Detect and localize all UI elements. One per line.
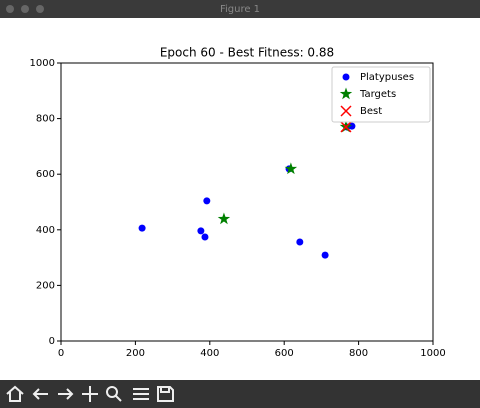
- point: [284, 162, 298, 175]
- point: [138, 224, 146, 232]
- configure-button[interactable]: [133, 388, 149, 400]
- y-tick-label: 600: [36, 169, 55, 180]
- x-tick-label: 800: [349, 348, 368, 359]
- x-tick-label: 200: [126, 348, 145, 359]
- y-tick-label: 200: [36, 280, 55, 291]
- zoom-button[interactable]: [106, 386, 122, 402]
- point: [340, 121, 352, 133]
- legend-label: Best: [360, 106, 382, 117]
- toolbar: [0, 380, 480, 408]
- point: [296, 238, 304, 246]
- y-tick-label: 400: [36, 225, 55, 236]
- close-button[interactable]: [6, 5, 14, 13]
- toolbar-icons: [6, 385, 174, 402]
- legend-label: Targets: [359, 89, 396, 100]
- title-bar: [0, 0, 480, 18]
- y-tick-label: 800: [36, 114, 55, 125]
- forward-button[interactable]: [58, 388, 74, 400]
- y-tick-label: 1000: [30, 58, 55, 69]
- save-button[interactable]: [157, 386, 174, 402]
- x-tick-label: 1000: [420, 348, 445, 359]
- legend-label: Platypuses: [360, 72, 414, 83]
- point: [203, 197, 211, 205]
- x-tick-label: 400: [200, 348, 219, 359]
- maximize-button[interactable]: [36, 5, 44, 13]
- point: [348, 122, 356, 130]
- legend-marker: [339, 87, 353, 100]
- y-tick-label: 0: [49, 336, 55, 347]
- point: [201, 233, 209, 241]
- point: [197, 227, 205, 235]
- back-button[interactable]: [32, 388, 48, 400]
- legend: Platypuses Targets Best: [331, 66, 431, 123]
- axes-frame: [60, 62, 434, 342]
- home-button[interactable]: [6, 385, 24, 402]
- legend-box: [331, 66, 431, 123]
- legend-marker: [342, 73, 350, 81]
- pan-button[interactable]: [82, 386, 98, 402]
- plot-area: 0 200 400 600 800 1000 0 200 400 600 800 1000 Platyp…: [30, 58, 446, 359]
- minimize-button[interactable]: [21, 5, 29, 13]
- x-tick-label: 0: [58, 348, 64, 359]
- x-tick-label: 600: [275, 348, 294, 359]
- window-title: Figure 1: [220, 4, 260, 15]
- chart-title: Epoch 60 - Best Fitness: 0.88: [160, 46, 334, 60]
- legend-marker: [340, 105, 352, 117]
- point: [217, 212, 231, 225]
- point: [321, 251, 329, 259]
